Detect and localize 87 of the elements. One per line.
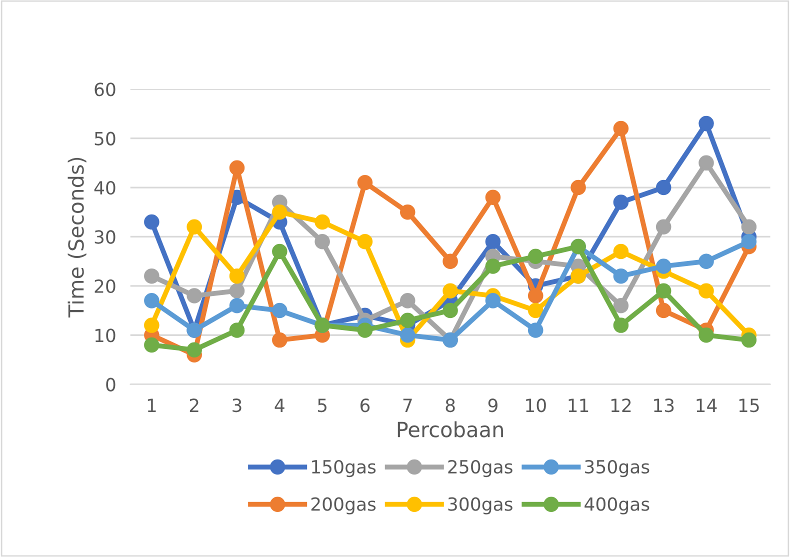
point (400, 312, 416, 328)
point (613, 194, 629, 210)
legend-label: 250gas (448, 460, 512, 478)
legend-label: 150gas (312, 460, 376, 478)
point (613, 120, 629, 136)
point (485, 258, 501, 274)
point (314, 234, 330, 250)
point (741, 332, 757, 348)
point (485, 234, 501, 250)
point (698, 155, 714, 171)
point (144, 318, 160, 333)
point (144, 337, 160, 353)
point (229, 160, 245, 176)
point (442, 254, 458, 269)
point (613, 298, 629, 314)
y-tick-label: 30 (94, 230, 116, 244)
point (698, 283, 714, 298)
legend-label: 200gas (311, 497, 376, 514)
point (400, 293, 416, 308)
point (485, 190, 501, 206)
x-tick-label: 5 (318, 398, 326, 412)
point (698, 116, 714, 132)
point (613, 268, 629, 284)
point (400, 204, 416, 220)
y-tick-label: 10 (95, 328, 116, 342)
point (314, 214, 330, 230)
point (144, 268, 160, 284)
x-tick-label: 14 (696, 398, 717, 412)
point (186, 342, 202, 358)
point (272, 302, 288, 318)
point (229, 322, 245, 338)
point (698, 254, 714, 269)
point (272, 204, 288, 220)
point (229, 268, 245, 284)
y-tick-label: 0 (106, 378, 116, 392)
point (400, 327, 416, 343)
point (698, 327, 714, 343)
point (357, 174, 373, 190)
point (272, 244, 288, 260)
y-tick-label: 50 (94, 132, 116, 146)
point (656, 302, 672, 318)
point (656, 180, 672, 196)
point (485, 293, 501, 308)
point (442, 302, 458, 318)
point (528, 302, 544, 318)
point (186, 219, 202, 235)
x-tick-label: 10 (526, 398, 546, 412)
point (272, 332, 288, 348)
y-tick-label: 40 (94, 180, 116, 195)
point (229, 283, 245, 298)
y-tick-label: 20 (94, 279, 116, 294)
point (144, 214, 160, 230)
legend-label: 400gas (584, 497, 650, 514)
x-axis-title: Percobaan (398, 421, 503, 438)
x-tick-label: 9 (488, 398, 498, 412)
point (229, 298, 245, 314)
point (186, 288, 202, 304)
x-tick-label: 3 (232, 398, 242, 412)
point (570, 180, 586, 196)
y-axis-title: Time (Seconds) (68, 158, 86, 318)
point (357, 234, 373, 250)
point (613, 244, 629, 260)
point (741, 234, 757, 250)
x-tick-label: 6 (360, 398, 370, 412)
point (613, 318, 629, 333)
point (528, 248, 544, 264)
legend-label: 300gas (448, 497, 512, 514)
x-tick-label: 13 (654, 398, 674, 412)
point (741, 219, 757, 235)
x-tick-label: 7 (403, 398, 412, 412)
legend-label: 350gas (585, 460, 650, 478)
point (442, 283, 458, 298)
x-tick-label: 8 (446, 398, 455, 412)
point (656, 258, 672, 274)
x-tick-label: 15 (739, 398, 759, 412)
point (144, 293, 160, 308)
point (656, 283, 672, 298)
x-tick-label: 11 (568, 398, 588, 412)
point (656, 219, 672, 235)
y-tick-label: 60 (94, 82, 116, 96)
x-tick-label: 12 (611, 398, 631, 412)
x-tick-label: 1 (148, 398, 156, 412)
point (528, 322, 544, 338)
x-tick-label: 4 (274, 398, 284, 412)
point (357, 322, 373, 338)
point (528, 288, 544, 304)
x-tick-label: 2 (190, 398, 198, 412)
